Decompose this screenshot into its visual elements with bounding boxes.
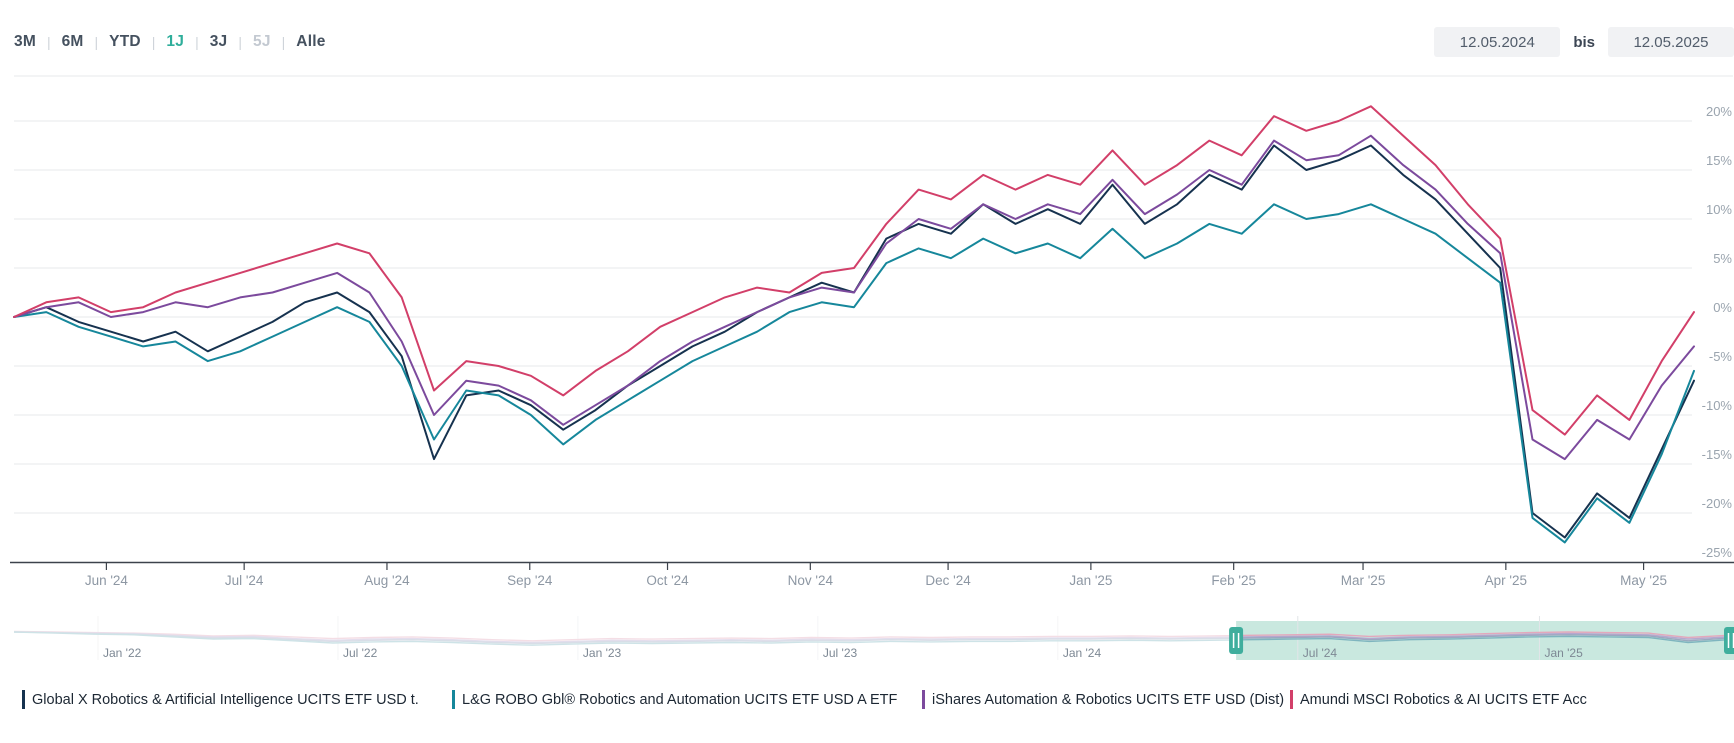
- y-axis-label: -10%: [1702, 398, 1733, 413]
- navigator-unselected-mask: [0, 615, 1237, 661]
- legend-color-bar: [1290, 690, 1293, 709]
- x-axis-label: Jul '24: [225, 573, 264, 588]
- series-lines[interactable]: [13, 105, 1695, 544]
- y-axis-label: 15%: [1706, 153, 1732, 168]
- x-axis-label: Apr '25: [1485, 573, 1527, 588]
- navigator-axis-labels: Jan '22 Jul '22 Jan '23 Jul '23 Jan '24 Jul '…: [103, 646, 1583, 660]
- x-axis-label: Aug '24: [364, 573, 410, 588]
- x-axis-label: Nov '24: [788, 573, 834, 588]
- date-range-picker: 12.05.2024 bis 12.05.2025: [1434, 27, 1734, 57]
- gridlines: [14, 75, 1733, 514]
- range-separator: |: [195, 34, 199, 50]
- legend-color-bar: [452, 690, 455, 709]
- date-range-connector: bis: [1573, 33, 1595, 51]
- range-separator: |: [46, 34, 51, 50]
- x-axis-label: Jan '25: [1069, 573, 1112, 588]
- navigator-selection[interactable]: [1236, 621, 1734, 660]
- navigator-axis-label: Jul '22: [343, 646, 378, 660]
- legend-label: L&G ROBO Gbl® Robotics and Automation UC…: [462, 691, 898, 708]
- legend-label: iShares Automation & Robotics UCITS ETF …: [932, 691, 1285, 708]
- range-separator: |: [281, 34, 286, 50]
- series-line-amundi-msci-robotics[interactable]: [13, 105, 1695, 436]
- legend-item-amundi-msci-robotics[interactable]: Amundi MSCI Robotics & AI UCITS ETF Acc: [1290, 690, 1734, 709]
- date-from-input[interactable]: 12.05.2024: [1434, 27, 1561, 57]
- navigator-axis-label: Jan '25: [1544, 646, 1583, 660]
- navigator-handle-left[interactable]: [1229, 627, 1244, 654]
- legend-item-global-x-robotics[interactable]: Global X Robotics & Artificial Intellige…: [22, 690, 452, 709]
- range-separator: |: [94, 34, 99, 50]
- x-axis-label: Jun '24: [85, 573, 129, 588]
- range-1j[interactable]: 1J: [166, 33, 185, 50]
- legend-color-bar: [22, 690, 25, 709]
- y-axis-label: -20%: [1702, 496, 1733, 511]
- navigator-axis-label: Jan '22: [103, 646, 142, 660]
- chart-legend: Global X Robotics & Artificial Intellige…: [22, 690, 1734, 709]
- legend-label: Amundi MSCI Robotics & AI UCITS ETF Acc: [1300, 691, 1587, 708]
- range-5j: 5J: [253, 33, 271, 50]
- range-3j[interactable]: 3J: [209, 33, 228, 50]
- legend-item-ishares-automation-robotics[interactable]: iShares Automation & Robotics UCITS ETF …: [922, 690, 1290, 709]
- y-axis-label: 5%: [1713, 251, 1732, 266]
- legend-item-l-g-robo[interactable]: L&G ROBO Gbl® Robotics and Automation UC…: [452, 690, 922, 709]
- legend-label: Global X Robotics & Artificial Intellige…: [32, 691, 419, 708]
- legend-color-bar: [922, 690, 925, 709]
- time-range-selector: 3M | 6M | YTD | 1J | 3J | 5J | Alle: [14, 33, 326, 51]
- navigator-axis-label: Jul '23: [823, 646, 858, 660]
- x-axis: Jun '24 Jul '24 Aug '24 Sep '24 Oct '24 Nov '…: [10, 561, 1734, 588]
- x-axis-label: Oct '24: [646, 573, 689, 588]
- y-axis-label: -25%: [1702, 545, 1733, 560]
- y-axis-label: 10%: [1706, 202, 1732, 217]
- series-line-global-x-robotics[interactable]: [13, 144, 1695, 539]
- range-alle[interactable]: Alle: [296, 33, 326, 50]
- date-to-input[interactable]: 12.05.2025: [1608, 27, 1734, 57]
- range-6m[interactable]: 6M: [61, 33, 84, 50]
- navigator-axis-label: Jul '24: [1303, 646, 1338, 660]
- x-axis-label: Sep '24: [507, 573, 553, 588]
- chart-toolbar: 3M | 6M | YTD | 1J | 3J | 5J | Alle 12.05.2024 bis 1…: [14, 24, 1734, 60]
- range-3m[interactable]: 3M: [14, 33, 36, 50]
- range-ytd[interactable]: YTD: [109, 33, 141, 50]
- performance-chart[interactable]: Jun '24 Jul '24 Aug '24 Sep '24 Oct '24 Nov '…: [0, 66, 1734, 609]
- y-axis-label: -15%: [1702, 447, 1733, 462]
- x-axis-label: May '25: [1620, 573, 1667, 588]
- navigator-axis-label: Jan '23: [583, 646, 622, 660]
- navigator-handle-right[interactable]: [1724, 627, 1734, 654]
- y-axis: 20% 15% 10% 5% 0% -5% -10% -15% -20% -25%: [1702, 104, 1733, 560]
- range-separator: |: [238, 34, 242, 50]
- navigator-axis-label: Jan '24: [1063, 646, 1102, 660]
- range-navigator[interactable]: Jan '22 Jul '22 Jan '23 Jul '23 Jan '24 Jul '…: [0, 610, 1734, 682]
- x-axis-label: Mar '25: [1341, 573, 1386, 588]
- y-axis-label: -5%: [1709, 349, 1733, 364]
- y-axis-label: 0%: [1713, 300, 1732, 315]
- range-separator: |: [151, 34, 156, 50]
- x-axis-label: Dec '24: [925, 573, 971, 588]
- series-line-l-g-robo[interactable]: [13, 203, 1695, 544]
- x-axis-label: Feb '25: [1211, 573, 1256, 588]
- y-axis-label: 20%: [1706, 104, 1732, 119]
- series-line-ishares-automation-robotics[interactable]: [13, 134, 1695, 461]
